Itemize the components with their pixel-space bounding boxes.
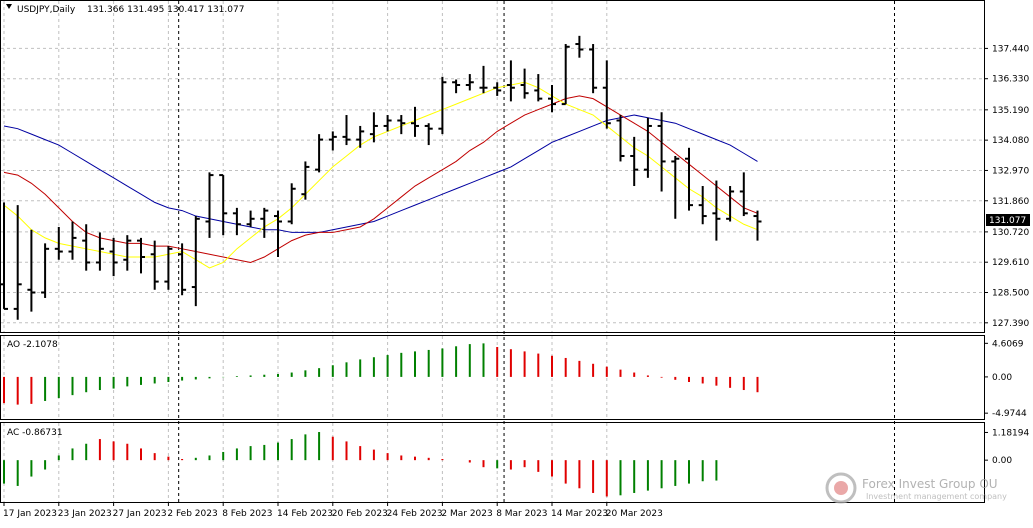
price-bars — [0, 35, 762, 320]
dropdown-triangle-icon — [6, 4, 12, 9]
indicator-tick-label: 0.00 — [992, 373, 1012, 383]
ao-histogram — [3, 343, 759, 405]
ma-line — [3, 95, 758, 263]
moving-averages — [3, 81, 758, 269]
date-tick-label: 8 Mar 2023 — [496, 509, 547, 519]
date-tick-label: 20 Mar 2023 — [606, 509, 663, 519]
date-tick-label: 2 Mar 2023 — [441, 509, 492, 519]
price-tick-label: 129.610 — [992, 258, 1029, 268]
watermark: Forex Invest Group OU Investment managem… — [825, 472, 1007, 504]
price-tick-label: 136.330 — [992, 75, 1029, 85]
ohlc-header: 131.366 131.495 130.417 131.077 — [87, 5, 244, 15]
date-tick-label: 14 Mar 2023 — [551, 509, 608, 519]
price-tick-label: 135.190 — [992, 106, 1029, 116]
price-tick-label: 130.720 — [992, 228, 1029, 238]
grid — [1, 1, 984, 502]
ma-line — [3, 81, 758, 269]
date-tick-label: 17 Jan 2023 — [3, 509, 57, 519]
price-tick-label: 134.080 — [992, 136, 1029, 146]
indicator-tick-label: 0.00 — [992, 456, 1012, 466]
date-tick-label: 20 Feb 2023 — [332, 509, 388, 519]
date-tick-label: 8 Feb 2023 — [222, 509, 272, 519]
price-tick-label: 128.500 — [992, 289, 1029, 299]
date-tick-label: 2 Feb 2023 — [167, 509, 217, 519]
watermark-title: Forex Invest Group OU — [862, 477, 998, 491]
watermark-logo-icon — [825, 472, 857, 504]
date-tick-label: 23 Jan 2023 — [58, 509, 112, 519]
symbol-label: USDJPY,Daily — [17, 5, 76, 15]
indicator-tick-label: -4.9744 — [992, 409, 1027, 419]
ac-histogram — [3, 432, 718, 497]
price-tick-label: 132.970 — [992, 166, 1029, 176]
date-tick-label: 14 Feb 2023 — [277, 509, 333, 519]
ma-line — [3, 114, 758, 233]
price-tick-label: 137.440 — [992, 44, 1029, 54]
last-price-label: 131.077 — [989, 216, 1026, 226]
ao-panel-frame — [0, 335, 985, 420]
date-axis: 17 Jan 2023 23 Jan 2023 27 Jan 2023 2 Feb 2… — [3, 502, 663, 519]
ac-label: AC -0.86731 — [7, 428, 63, 438]
watermark-subtitle: Investment management company — [866, 492, 1007, 501]
date-tick-label: 27 Jan 2023 — [113, 509, 167, 519]
date-tick-label: 24 Feb 2023 — [387, 509, 443, 519]
price-tick-label: 127.390 — [992, 319, 1029, 329]
ac-panel-frame — [0, 422, 985, 503]
chart-header: USDJPY,Daily 131.366 131.495 130.417 131… — [6, 4, 244, 15]
price-axis: 137.440 136.330 135.190 134.080 132.970 131.8… — [984, 44, 1029, 466]
price-tick-label: 131.860 — [992, 197, 1029, 207]
indicator-tick-label: 1.18194 — [992, 428, 1029, 438]
ao-label: AO -2.1078 — [7, 340, 58, 350]
indicator-tick-label: 4.6069 — [992, 339, 1024, 349]
price-panel-frame — [0, 0, 985, 333]
period-separators — [178, 1, 895, 502]
last-price-marker: 131.077 — [986, 214, 1030, 226]
